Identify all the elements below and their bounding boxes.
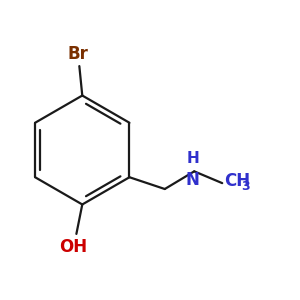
Text: OH: OH <box>59 238 88 256</box>
Text: 3: 3 <box>241 180 249 193</box>
Text: Br: Br <box>68 44 88 62</box>
Text: H: H <box>186 151 199 166</box>
Text: N: N <box>186 171 200 189</box>
Text: CH: CH <box>224 172 250 190</box>
